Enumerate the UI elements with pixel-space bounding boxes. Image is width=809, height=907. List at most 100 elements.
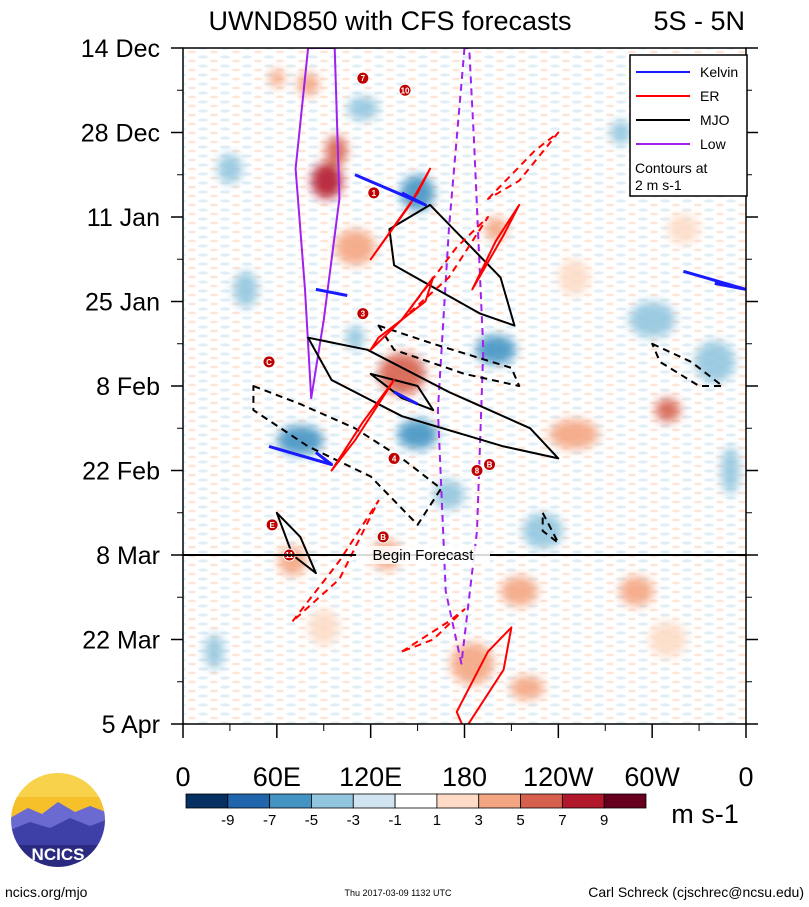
low-contour-1: [436, 48, 485, 665]
anomaly-blob-33: [217, 153, 243, 184]
legend-kelvin-label: Kelvin: [700, 64, 738, 80]
anomaly-blob-16: [548, 419, 599, 450]
er-contour-12: [369, 167, 432, 261]
anomaly-blob-1: [325, 135, 348, 166]
storm-label-6: 8: [475, 467, 480, 476]
y-tick-label-7: 22 Mar: [82, 627, 160, 655]
footer-url[interactable]: ncics.org/mjo: [5, 884, 88, 900]
storm-marker-1: 10: [398, 83, 412, 97]
anomaly-blob-10: [609, 120, 632, 145]
colorbar-swatch-10: [603, 793, 647, 809]
storm-label-8: E: [269, 521, 275, 530]
storm-marker-6: 8: [470, 464, 484, 477]
mjo-contour-2: [388, 203, 516, 327]
colorbar-label-8: 7: [558, 812, 566, 829]
chart-title: UWND850 with CFS forecasts: [208, 6, 571, 36]
anomaly-blob-7: [334, 229, 376, 266]
anomaly-blob-21: [433, 479, 465, 510]
mjo-contour-4: [369, 372, 435, 412]
anomaly-blob-24: [500, 576, 539, 607]
legend-note-line1: Contours at: [635, 160, 707, 176]
storm-label-5: 4: [392, 454, 397, 463]
colorbar-label-7: 5: [516, 812, 524, 829]
er-contour-17: [400, 216, 489, 321]
anomaly-blob-3: [269, 69, 285, 88]
anomaly-blob-18: [694, 340, 736, 383]
storm-marker-2: 1: [367, 186, 381, 200]
anomaly-blob-27: [450, 642, 495, 685]
low-contour-0: [294, 48, 341, 400]
storm-marker-0: 7: [356, 71, 370, 85]
storm-marker-8: E: [265, 518, 279, 532]
colorbar-swatch-0: [185, 793, 229, 809]
anomaly-blob-25: [619, 576, 654, 607]
colorbar-label-0: -9: [221, 812, 234, 829]
y-tick-label-8: 5 Apr: [102, 711, 160, 739]
colorbar-swatch-2: [269, 793, 312, 809]
footer-timestamp: Thu 2017-03-09 1132 UTC: [345, 888, 452, 898]
anomaly-blob-15: [397, 419, 438, 450]
x-tick-label-0: 0: [175, 762, 190, 792]
legend-er-label: ER: [700, 88, 719, 104]
anomaly-blob-4: [347, 96, 379, 121]
colorbar-label-2: -5: [305, 812, 318, 829]
x-tick-label-6: 0: [738, 762, 753, 792]
colorbar-swatch-8: [520, 793, 563, 809]
colorbar-units: m s-1: [671, 799, 739, 829]
storm-marker-3: 3: [356, 307, 370, 321]
wave-legend: Kelvin ER MJO Low Contours at 2 m s-1: [629, 54, 748, 197]
footer-credit: Carl Schreck (cjschrec@ncsu.edu): [588, 884, 804, 900]
colorbar: -9 -7 -5 -3 -1 1 3 5 7 9: [185, 793, 647, 829]
anomaly-blob-29: [649, 621, 687, 658]
logo-text: NCICS: [32, 845, 85, 864]
kelvin-contour-22: [393, 390, 419, 406]
kelvin-contour-20: [354, 173, 427, 207]
legend-low-label: Low: [700, 136, 727, 152]
kelvin-contour-21: [682, 269, 746, 291]
y-tick-label-6: 8 Mar: [96, 542, 160, 570]
er-contour-13: [471, 203, 521, 291]
er-contour-10: [455, 626, 513, 724]
anomaly-blob-32: [667, 213, 700, 245]
x-tick-label-2: 120E: [339, 762, 402, 792]
y-tick-label-2: 11 Jan: [87, 204, 160, 232]
storm-label-1: 10: [401, 86, 410, 95]
colorbar-swatch-9: [561, 793, 605, 809]
storm-marker-5: 4: [387, 451, 401, 465]
mjo-contour-5: [275, 511, 317, 575]
anomaly-blob-17: [655, 398, 681, 423]
anomaly-blob-19: [628, 301, 676, 338]
er-contour-15: [291, 499, 380, 623]
x-tick-label-5: 60W: [624, 762, 680, 792]
colorbar-label-9: 9: [600, 812, 608, 829]
anomaly-blob-0: [311, 162, 343, 199]
kelvin-contour-19: [268, 444, 334, 466]
x-tick-label-3: 180: [442, 762, 487, 792]
colorbar-swatch-7: [478, 793, 521, 809]
anomaly-blob-13: [345, 325, 365, 350]
anomaly-blob-12: [475, 334, 517, 365]
storm-marker-9: B: [376, 530, 390, 544]
storm-label-0: 7: [361, 74, 366, 83]
begin-forecast-label: Begin Forecast: [373, 547, 475, 564]
storm-label-3: 3: [361, 310, 366, 319]
er-contour-16: [400, 608, 466, 653]
kelvin-contour-23: [315, 287, 348, 297]
anomaly-blob-28: [509, 675, 545, 700]
anomaly-blob-30: [308, 609, 340, 646]
anomaly-blob-2: [297, 72, 320, 97]
y-tick-label-1: 28 Dec: [81, 120, 160, 148]
anomaly-blob-9: [558, 259, 590, 296]
storm-label-4: C: [266, 358, 272, 367]
storm-label-7: B: [487, 460, 493, 469]
mjo-contour-9: [541, 511, 560, 544]
y-tick-label-5: 22 Feb: [82, 458, 160, 486]
er-contour-11: [369, 276, 435, 351]
legend-mjo-label: MJO: [700, 112, 730, 128]
anomaly-blob-6: [484, 217, 507, 242]
storm-label-2: 1: [372, 189, 377, 198]
ncics-logo: NCICS: [11, 773, 105, 867]
anomaly-blob-26: [204, 633, 224, 670]
colorbar-swatch-3: [311, 793, 354, 809]
